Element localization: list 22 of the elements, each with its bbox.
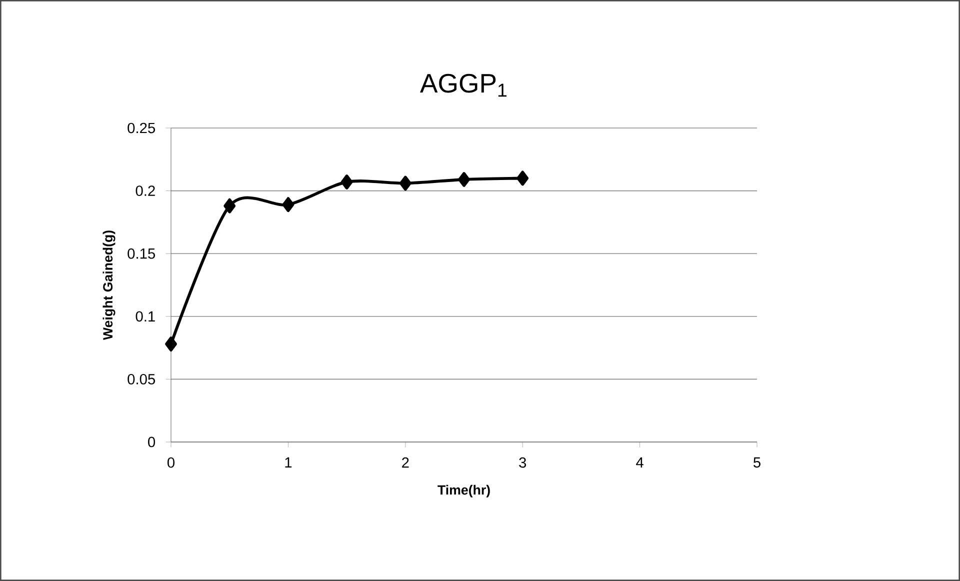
point	[399, 176, 412, 191]
y-axis-title: Weight Gained(g)	[102, 230, 116, 340]
x-tick-label: 3	[519, 457, 526, 468]
y-tick-label: 0.05	[128, 374, 155, 384]
point	[458, 172, 470, 187]
x-tick-label: 2	[402, 457, 409, 468]
x-tick-label: 0	[167, 457, 174, 468]
y-tick-label: 0.15	[128, 248, 155, 259]
x-axis-title: Time(hr)	[438, 484, 490, 498]
chart-title: AGGP$_{1}$	[420, 74, 506, 97]
y-tick-label: 0	[148, 436, 156, 448]
point	[165, 336, 177, 352]
y-tick-label: 0.2	[136, 186, 155, 196]
y-tick-label: 0.1	[136, 311, 155, 322]
point	[516, 170, 529, 186]
point	[282, 197, 294, 212]
point	[224, 198, 236, 214]
point	[340, 174, 353, 190]
x-tick-label: 4	[636, 457, 644, 468]
x-tick-label: 1	[285, 457, 292, 468]
y-tick-label: 0.25	[128, 122, 155, 134]
x-tick-label: 5	[754, 457, 760, 468]
